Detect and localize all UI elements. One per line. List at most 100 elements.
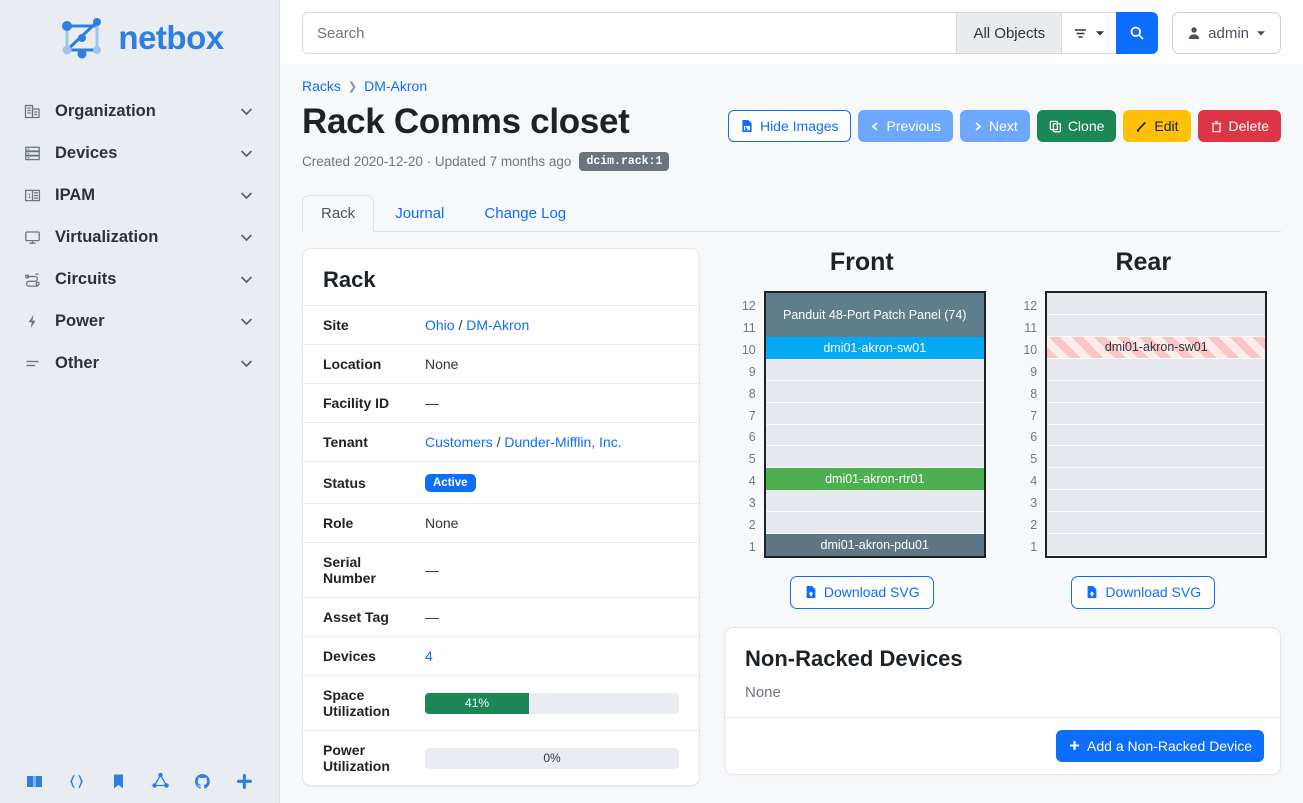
site-group-link[interactable]: Ohio	[425, 317, 455, 334]
sidebar-item-virtualization[interactable]: Virtualization	[0, 216, 279, 258]
tenant-link[interactable]: Dunder-Mifflin, Inc.	[504, 434, 622, 451]
api-braces-icon[interactable]	[66, 770, 88, 792]
search-scope-selector[interactable]: All Objects	[956, 12, 1062, 54]
sidebar-item-power[interactable]: Power	[0, 300, 279, 342]
next-button[interactable]: Next	[960, 110, 1030, 142]
trash-icon	[1210, 120, 1223, 133]
sidebar-item-label: Devices	[55, 143, 118, 162]
sidebar-item-circuits[interactable]: Circuits	[0, 258, 279, 300]
rack-unit-number: 6	[1030, 430, 1038, 445]
rack-unit-number: 2	[748, 518, 756, 533]
search-input[interactable]	[302, 12, 957, 54]
non-racked-title: Non-Racked Devices	[745, 645, 963, 671]
front-rack-wrap: 1 2 3 4 5 6 7 8 9 10 11 12 dmi01-akron-pdu01 dmi01-a…	[738, 291, 986, 558]
tab-journal[interactable]: Journal	[395, 205, 445, 223]
lines-icon	[22, 353, 42, 373]
chevron-down-icon[interactable]	[238, 103, 255, 120]
rack-unit-empty	[765, 512, 984, 534]
row-label: Role	[303, 503, 415, 543]
sidebar-item-label: Organization	[55, 101, 156, 120]
table-row: Location None	[303, 344, 699, 384]
page-content: Racks ❯ DM-Akron Rack Comms closet Creat…	[280, 64, 1303, 803]
rack-unit-number: 9	[1030, 364, 1038, 379]
row-label: Power Utilization	[303, 730, 415, 786]
chevron-down-icon[interactable]	[238, 187, 255, 204]
object-tabs: Rack Journal Change Log	[302, 195, 1281, 233]
sidebar-footer	[0, 759, 279, 803]
devices-count-link[interactable]: 4	[425, 648, 433, 665]
sidebar-item-organization[interactable]: Organization	[0, 90, 279, 132]
lightning-icon	[22, 311, 42, 331]
edit-button[interactable]: Edit	[1123, 110, 1191, 142]
rack-unit-device[interactable]: dmi01-akron-pdu01	[765, 534, 984, 556]
breadcrumb-item-racks[interactable]: Racks	[302, 78, 341, 94]
breadcrumb-separator-icon: ❯	[347, 80, 358, 93]
clone-button[interactable]: Clone	[1036, 110, 1117, 142]
rack-unit-device[interactable]: Panduit 48-Port Patch Panel (74)	[765, 293, 984, 337]
search-submit-button[interactable]	[1116, 12, 1159, 54]
plus-icon	[1068, 739, 1081, 752]
hide-images-button[interactable]: Hide Images	[727, 110, 851, 142]
sidebar-nav: Organization Devices	[0, 80, 279, 384]
download-svg-front-button[interactable]: Download SVG	[789, 575, 934, 609]
sidebar-item-devices[interactable]: Devices	[0, 132, 279, 174]
download-svg-rear-label: Download SVG	[1105, 584, 1202, 601]
image-file-icon	[740, 119, 754, 133]
chevron-down-icon[interactable]	[238, 355, 255, 372]
delete-label: Delete	[1228, 118, 1269, 134]
slack-icon[interactable]	[233, 770, 255, 792]
netbox-logo-icon	[55, 14, 109, 62]
rack-unit-number: 6	[748, 430, 756, 445]
docs-book-icon[interactable]	[24, 770, 46, 792]
bookmark-icon[interactable]	[108, 770, 130, 792]
site-link[interactable]: DM-Akron	[466, 317, 530, 334]
separator: /	[458, 317, 463, 334]
download-svg-rear-button[interactable]: Download SVG	[1071, 575, 1216, 609]
rack-unit-empty	[765, 358, 984, 381]
rack-unit-device[interactable]: dmi01-akron-rtr01	[765, 468, 984, 491]
sidebar-item-label: Circuits	[55, 269, 117, 288]
rack-unit-device[interactable]: dmi01-akron-sw01	[765, 336, 984, 359]
rack-unit-number: 10	[741, 342, 756, 357]
chevron-down-icon[interactable]	[238, 271, 255, 288]
search-filter-dropdown[interactable]	[1061, 12, 1117, 54]
separator: /	[496, 434, 501, 451]
chevron-down-icon[interactable]	[238, 229, 255, 246]
object-type-badge: dcim.rack:1	[579, 152, 670, 172]
chevron-down-icon[interactable]	[238, 145, 255, 162]
page-meta: Created 2020-12-20 · Updated 7 months ag…	[302, 152, 670, 172]
rack-unit-number: 1	[1030, 539, 1038, 554]
breadcrumb-item-site[interactable]: DM-Akron	[364, 78, 428, 94]
user-menu-button[interactable]: admin	[1172, 12, 1281, 54]
page-meta-text: Created 2020-12-20 · Updated 7 months ag…	[302, 154, 572, 170]
add-non-racked-device-button[interactable]: Add a Non-Racked Device	[1056, 729, 1264, 762]
non-racked-footer: Add a Non-Racked Device	[725, 718, 1280, 774]
search-scope-label: All Objects	[973, 24, 1046, 42]
rack-unit-device[interactable]: dmi01-akron-sw01	[1047, 336, 1266, 359]
github-icon[interactable]	[191, 770, 213, 792]
tenant-group-link[interactable]: Customers	[425, 434, 493, 451]
sidebar-item-label: Virtualization	[55, 227, 159, 246]
rack-unit-number: 11	[742, 321, 756, 336]
tab-change-log[interactable]: Change Log	[484, 205, 567, 223]
status-badge: Active	[425, 474, 476, 493]
brand-logo[interactable]: netbox	[0, 0, 279, 80]
table-row: Role None	[303, 503, 699, 543]
user-name-label: admin	[1208, 24, 1249, 42]
rack-unit-empty	[765, 402, 984, 425]
previous-button[interactable]: Previous	[857, 110, 954, 142]
graphql-icon[interactable]	[149, 770, 171, 792]
tab-rack[interactable]: Rack	[302, 195, 375, 233]
global-search-group: All Objects	[302, 12, 1159, 54]
delete-button[interactable]: Delete	[1197, 110, 1281, 142]
row-value-space-utilization: 41%	[415, 675, 699, 731]
sidebar-item-ipam[interactable]: 1 IPAM	[0, 174, 279, 216]
building-icon	[22, 101, 42, 121]
rack-unit-empty	[765, 380, 984, 403]
rack-unit-number: 7	[748, 408, 756, 423]
chevron-down-icon[interactable]	[238, 313, 255, 330]
rack-unit-empty	[765, 424, 984, 447]
row-value-tenant: Customers / Dunder-Mifflin, Inc.	[415, 422, 699, 462]
sidebar-item-other[interactable]: Other	[0, 342, 279, 384]
